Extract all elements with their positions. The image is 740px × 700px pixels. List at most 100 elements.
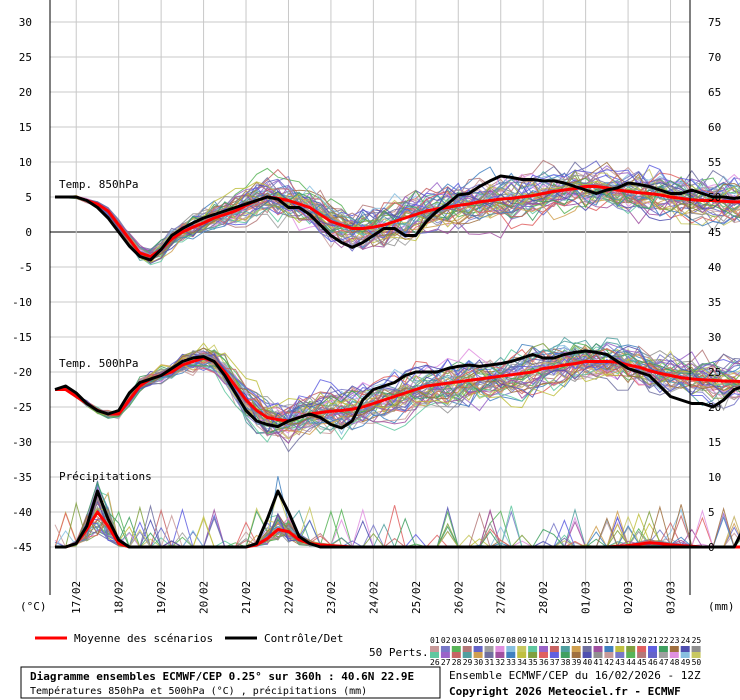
x-tick-label: 19/02: [155, 581, 168, 614]
member-id-label: 24: [681, 636, 691, 645]
member-id-label: 12: [550, 636, 560, 645]
left-tick-label: -40: [12, 506, 32, 519]
member-id-label: 17: [604, 636, 614, 645]
left-tick-label: 10: [19, 156, 32, 169]
member-id-label: 03: [452, 636, 462, 645]
left-tick-label: 0: [25, 226, 32, 239]
x-tick-label: 28/02: [537, 581, 550, 614]
left-tick-label: 30: [19, 16, 32, 29]
member-swatch: [549, 646, 559, 652]
x-tick-label: 26/02: [452, 581, 465, 614]
member-swatch: [593, 652, 603, 658]
member-id-label: 29: [463, 658, 473, 667]
left-tick-label: -30: [12, 436, 32, 449]
member-swatch: [615, 652, 625, 658]
left-tick-label: 15: [19, 121, 32, 134]
member-swatch: [528, 646, 538, 652]
member-id-label: 40: [583, 658, 593, 667]
x-tick-label: 03/03: [665, 581, 678, 614]
member-id-label: 50: [692, 658, 702, 667]
legend-control-label: Contrôle/Det: [264, 632, 343, 645]
member-line: [55, 480, 740, 548]
member-swatch: [506, 652, 516, 658]
member-id-label: 42: [604, 658, 614, 667]
member-id-label: 13: [561, 636, 571, 645]
member-line: [54, 180, 740, 264]
right-tick-label: 10: [708, 471, 721, 484]
member-swatch: [648, 652, 657, 658]
member-id-label: 46: [648, 658, 658, 667]
series-lines: [54, 174, 740, 549]
grid-lines: [50, 0, 690, 595]
member-id-label: 18: [615, 636, 625, 645]
right-tick-label: 55: [708, 156, 721, 169]
right-tick-label: 50: [708, 191, 721, 204]
left-tick-label: -15: [12, 331, 32, 344]
left-tick-label: -45: [12, 541, 32, 554]
member-swatch: [462, 646, 472, 652]
member-id-label: 21: [648, 636, 658, 645]
right-tick-label: 15: [708, 436, 721, 449]
right-tick-label: 70: [708, 51, 721, 64]
member-swatch: [440, 646, 450, 652]
member-id-label: 04: [463, 636, 473, 645]
member-line: [55, 342, 740, 426]
chart-subtitle: Températures 850hPa et 500hPa (°C) , pré…: [30, 685, 367, 697]
member-line: [54, 169, 740, 259]
x-tick-label: 24/02: [367, 581, 380, 614]
x-tick-label: 23/02: [325, 581, 338, 614]
right-tick-label: 45: [708, 226, 721, 239]
member-swatch: [549, 652, 559, 658]
member-id-label: 06: [485, 636, 495, 645]
member-swatch: [691, 646, 701, 652]
copyright: Copyright 2026 Meteociel.fr - ECMWF: [449, 685, 681, 698]
member-swatch: [604, 646, 614, 652]
member-swatch: [560, 652, 570, 658]
member-swatch: [473, 646, 483, 652]
member-id-label: 30: [474, 658, 484, 667]
left-tick-label: -5: [19, 261, 32, 274]
run-label: Ensemble ECMWF/CEP du 16/02/2026 - 12Z: [449, 669, 701, 682]
member-id-label: 08: [506, 636, 516, 645]
mean-line-t850: [55, 185, 740, 258]
member-line: [54, 188, 740, 263]
member-id-label: 35: [528, 658, 538, 667]
x-tick-label: 27/02: [495, 581, 508, 614]
member-swatch: [658, 652, 668, 658]
member-id-label: 38: [561, 658, 571, 667]
x-tick-label: 20/02: [198, 581, 211, 614]
member-id-label: 09: [517, 636, 527, 645]
member-swatch: [669, 646, 679, 652]
member-id-label: 47: [659, 658, 669, 667]
member-line: [54, 348, 740, 419]
control-line-precip: [55, 489, 740, 549]
right-unit-label: (mm): [708, 600, 735, 613]
member-line: [54, 360, 740, 443]
member-swatch: [440, 652, 450, 658]
member-swatch: [615, 646, 625, 652]
member-swatch: [451, 652, 461, 658]
member-id-label: 31: [485, 658, 495, 667]
member-id-label: 48: [670, 658, 680, 667]
member-swatch: [495, 646, 505, 652]
member-id-label: 07: [495, 636, 505, 645]
member-swatch: [528, 652, 538, 658]
axes: 302520151050-5-10-15-20-25-30-35-40-4575…: [12, 0, 721, 614]
left-tick-label: 20: [19, 86, 32, 99]
right-tick-label: 35: [708, 296, 721, 309]
member-id-label: 28: [452, 658, 462, 667]
member-swatch: [484, 652, 494, 658]
member-id-label: 22: [659, 636, 669, 645]
precip-panel-label: Précipitations: [59, 470, 152, 483]
member-id-label: 34: [517, 658, 527, 667]
member-id-label: 37: [550, 658, 560, 667]
member-swatch: [582, 646, 592, 652]
left-tick-label: -35: [12, 471, 32, 484]
x-tick-label: 02/03: [622, 581, 635, 614]
member-swatch: [604, 652, 614, 658]
control-line-t850: [55, 174, 740, 262]
member-swatch: [626, 652, 636, 658]
member-id-label: 05: [474, 636, 484, 645]
right-tick-label: 5: [708, 506, 715, 519]
member-swatch: [691, 652, 701, 658]
